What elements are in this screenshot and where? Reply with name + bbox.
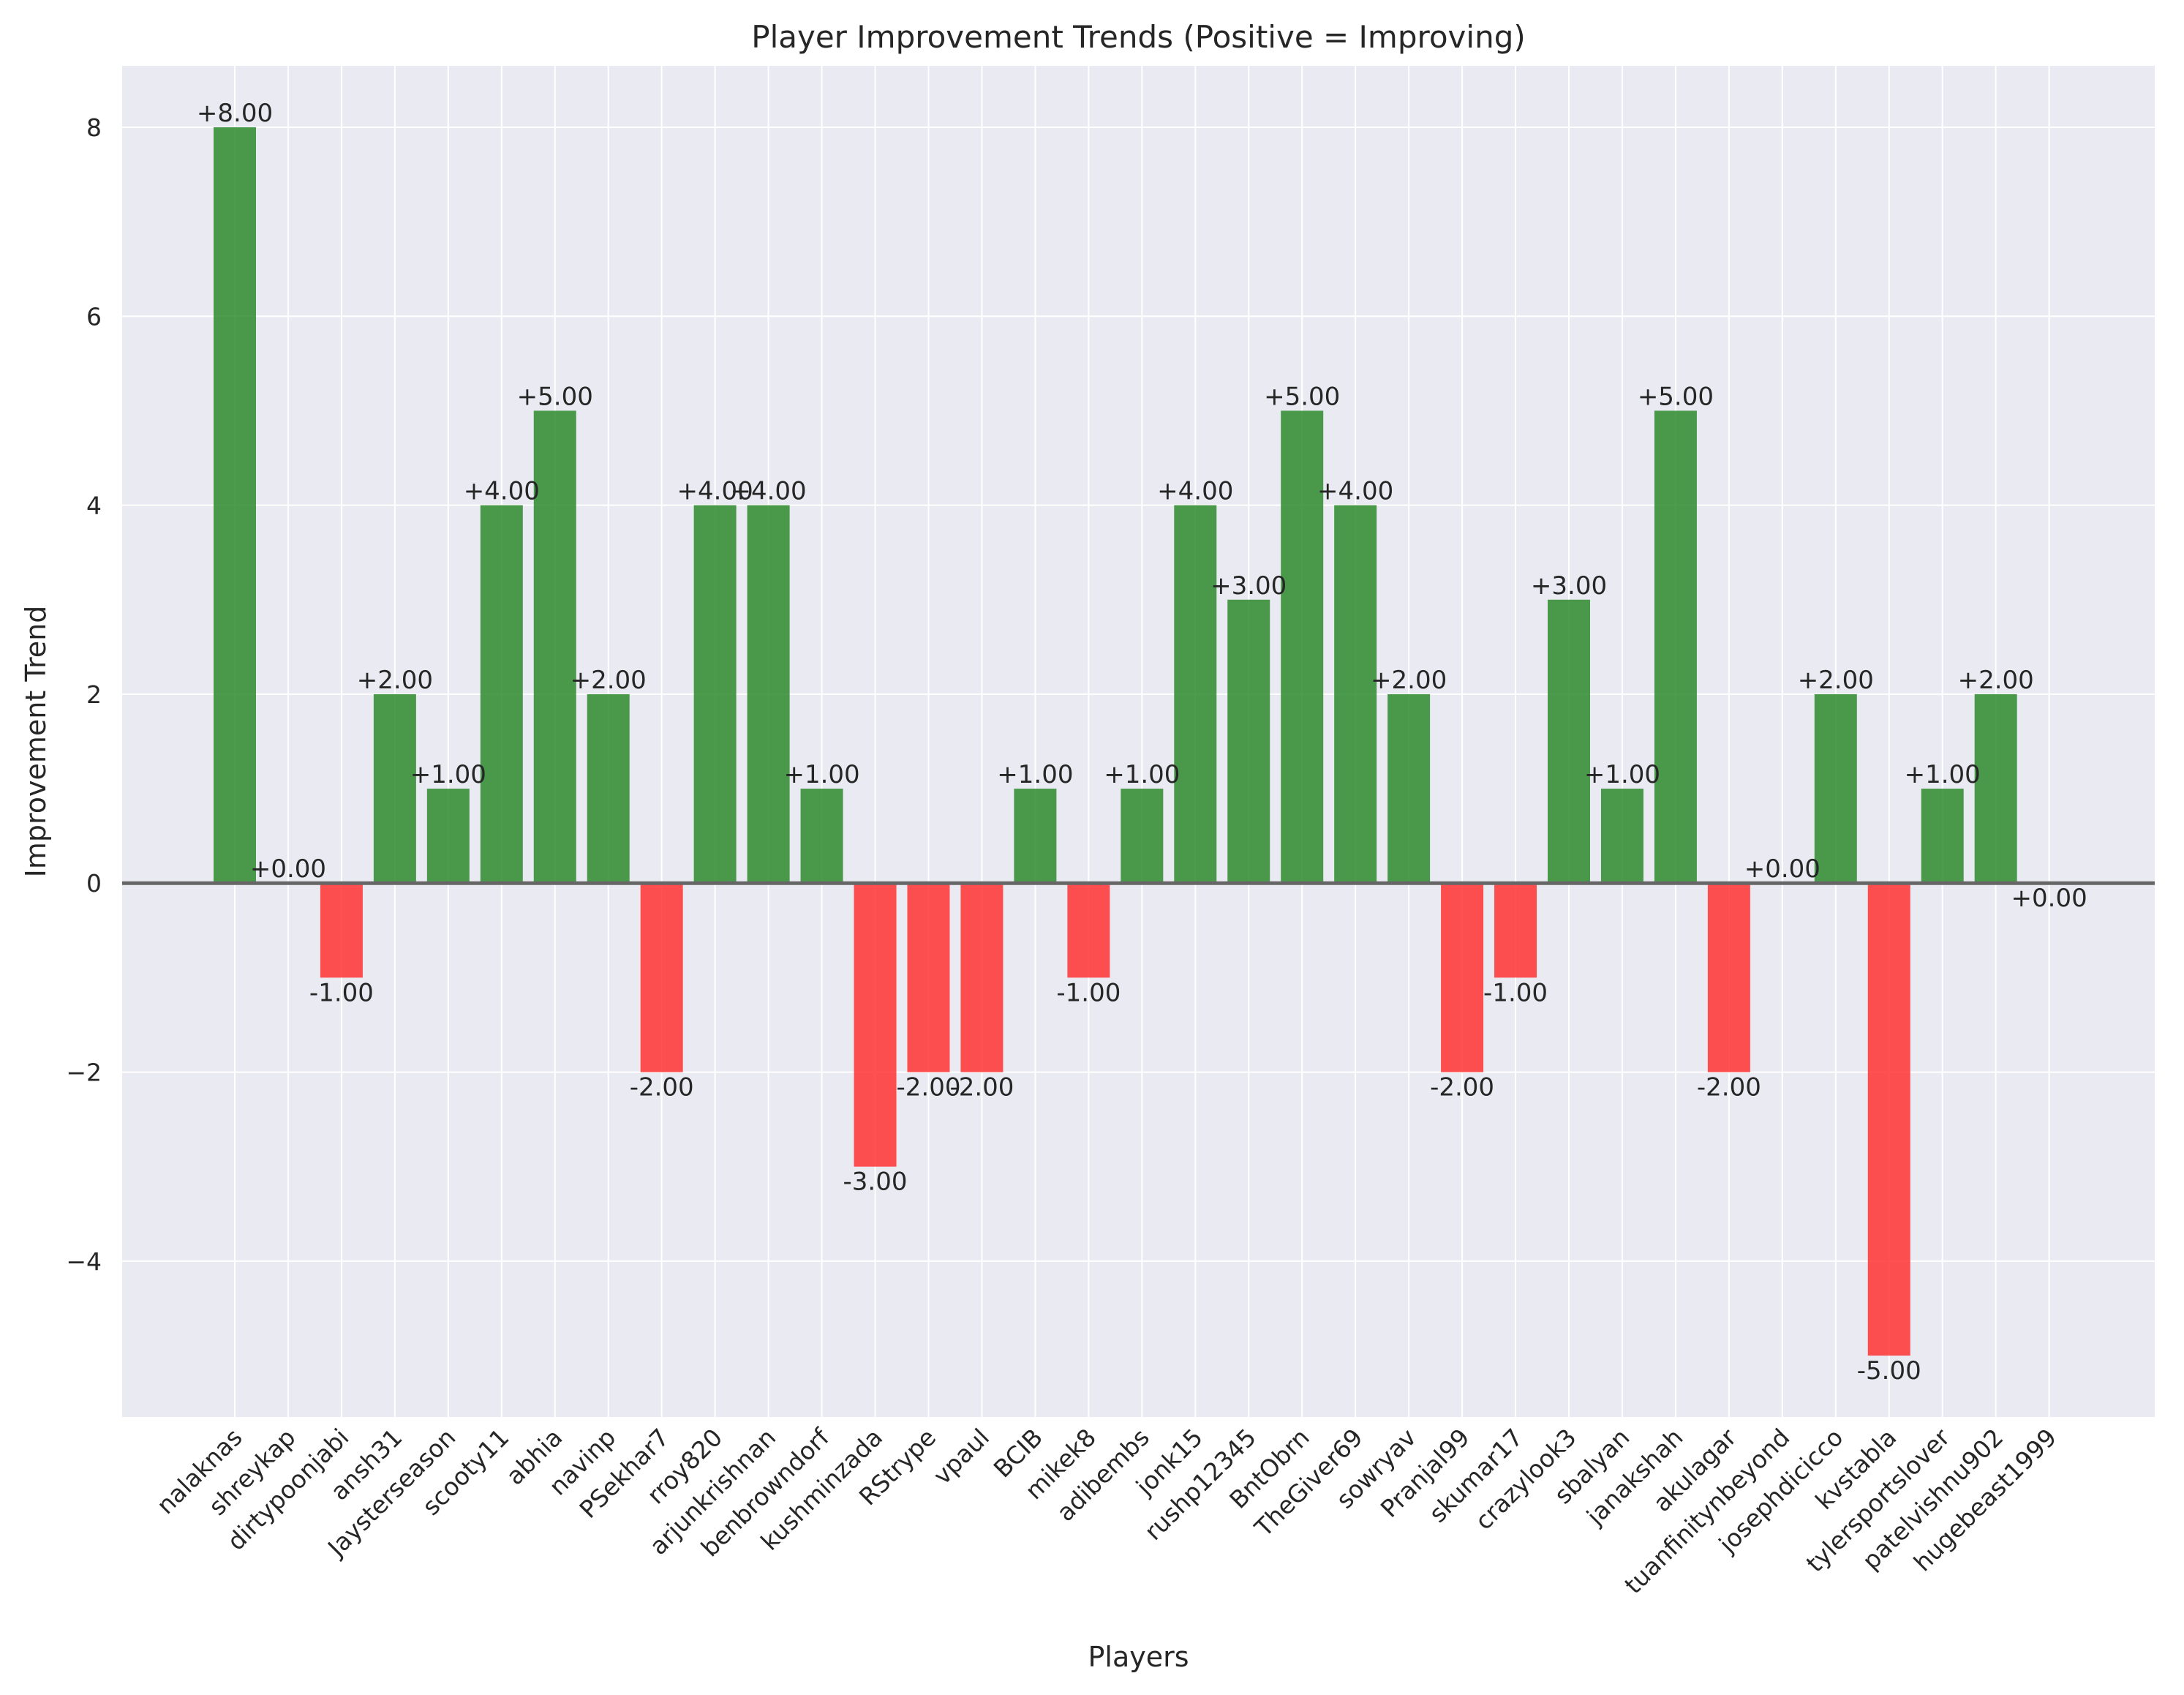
bar-value-label: +1.00	[783, 760, 859, 789]
bar-value-label: +0.00	[1744, 854, 1820, 884]
bar-value-label: +2.00	[1958, 666, 2034, 695]
bar-value-label: -1.00	[309, 978, 374, 1007]
bar-value-label: +5.00	[1638, 382, 1714, 411]
bar	[1707, 883, 1750, 1072]
bar-value-label: +0.00	[250, 854, 326, 884]
y-axis-ticks: −4 −2 0 2 4 6 8	[66, 113, 102, 1276]
bar	[533, 410, 576, 884]
bars	[214, 127, 2017, 1356]
x-axis-label: Players	[1088, 1641, 1189, 1673]
bar-value-label: -3.00	[843, 1168, 908, 1197]
bar-value-label: +5.00	[1264, 382, 1340, 411]
y-axis-label: Improvement Trend	[20, 606, 52, 878]
bar	[1441, 883, 1484, 1072]
y-tick-label: −2	[66, 1059, 102, 1087]
y-tick-label: 4	[86, 492, 102, 520]
bar	[1387, 694, 1431, 884]
bar	[907, 883, 950, 1072]
bar-value-label: +4.00	[1157, 477, 1233, 506]
bar-value-label: -2.00	[1430, 1073, 1494, 1102]
bar-value-label: +3.00	[1210, 571, 1287, 601]
bar-value-label: +2.00	[571, 666, 647, 695]
bar-value-label: -2.00	[896, 1073, 960, 1102]
y-tick-label: 2	[86, 680, 102, 709]
bar	[1548, 599, 1590, 884]
bar	[1654, 410, 1697, 884]
bar-value-label: +4.00	[464, 477, 540, 506]
bar	[960, 883, 1003, 1072]
bar	[1121, 789, 1164, 884]
bar-value-label: +5.00	[517, 382, 593, 411]
bar	[1334, 505, 1377, 884]
bar-value-label: -5.00	[1857, 1356, 1921, 1386]
bar-value-label: +1.00	[410, 760, 486, 789]
bar-value-label: +2.00	[357, 666, 433, 695]
bar-value-label: +1.00	[1905, 760, 1981, 789]
bar	[373, 694, 416, 884]
bar-value-label: +4.00	[677, 477, 753, 506]
bar	[1974, 694, 2017, 884]
bar-value-labels: +8.00 +0.00 -1.00 +2.00 +1.00 +4.00 +5.00 +2.00…	[197, 99, 2087, 1386]
y-tick-label: 6	[86, 302, 102, 331]
bar	[426, 789, 470, 884]
bar-value-label: -2.00	[1697, 1073, 1761, 1102]
bar-value-label: +4.00	[730, 477, 806, 506]
bar-value-label: -1.00	[1483, 978, 1548, 1007]
bar	[1921, 789, 1964, 884]
bar	[1067, 883, 1110, 978]
bar-value-label: +2.00	[1798, 666, 1874, 695]
bar-value-label: +8.00	[197, 99, 273, 128]
bar	[1494, 883, 1537, 978]
bar-value-label: +4.00	[1317, 477, 1393, 506]
bar	[1227, 599, 1270, 884]
y-tick-label: −4	[66, 1247, 102, 1276]
bar	[800, 789, 843, 884]
y-tick-label: 8	[86, 113, 102, 142]
bar-value-label: -2.00	[949, 1073, 1014, 1102]
bar	[693, 505, 737, 884]
y-tick-label: 0	[86, 869, 102, 898]
bar-value-label: +3.00	[1531, 571, 1607, 601]
bar-value-label: +1.00	[1104, 760, 1180, 789]
bar-value-label: -2.00	[630, 1073, 694, 1102]
bar	[1814, 694, 1857, 884]
bar	[1174, 505, 1217, 884]
bar	[854, 883, 897, 1167]
bar	[1014, 789, 1057, 884]
bar	[320, 883, 363, 978]
bar-value-label: +0.00	[2011, 884, 2087, 913]
bar	[1600, 789, 1643, 884]
bar-value-label: -1.00	[1056, 978, 1121, 1007]
bar	[640, 883, 683, 1072]
bar	[1867, 883, 1910, 1356]
chart-title: Player Improvement Trends (Positive = Im…	[751, 19, 1526, 55]
bar-value-label: +1.00	[1584, 760, 1660, 789]
bar-value-label: +2.00	[1371, 666, 1447, 695]
bar	[214, 127, 256, 884]
bar	[747, 505, 790, 884]
bar-value-label: +1.00	[997, 760, 1073, 789]
bar	[1281, 410, 1324, 884]
bar	[587, 694, 630, 884]
bar	[480, 505, 523, 884]
